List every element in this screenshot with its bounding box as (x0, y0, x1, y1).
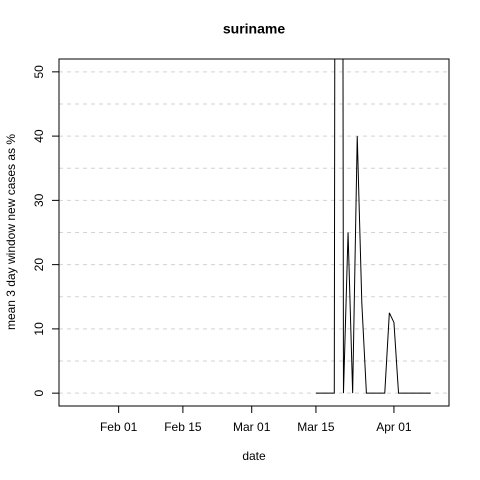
y-tick-label: 20 (32, 258, 46, 272)
x-axis-label: date (242, 449, 266, 463)
data-line (315, 59, 431, 394)
y-tick-label: 0 (32, 389, 46, 396)
y-tick-label: 10 (32, 322, 46, 336)
y-tick-label: 40 (32, 129, 46, 143)
y-axis-label: mean 3 day window new cases as % (4, 134, 18, 330)
x-tick-label: Mar 15 (297, 420, 335, 434)
plot-area (315, 59, 431, 394)
y-tick-label: 30 (32, 193, 46, 207)
x-tick-label: Mar 01 (233, 420, 271, 434)
x-tick-label: Apr 01 (376, 420, 412, 434)
plot-frame (58, 58, 450, 407)
grid (59, 71, 449, 394)
y-tick-label: 50 (32, 65, 46, 79)
x-tick-label: Feb 15 (164, 420, 202, 434)
x-tick-label: Feb 01 (100, 420, 138, 434)
chart-title: suriname (223, 21, 285, 37)
